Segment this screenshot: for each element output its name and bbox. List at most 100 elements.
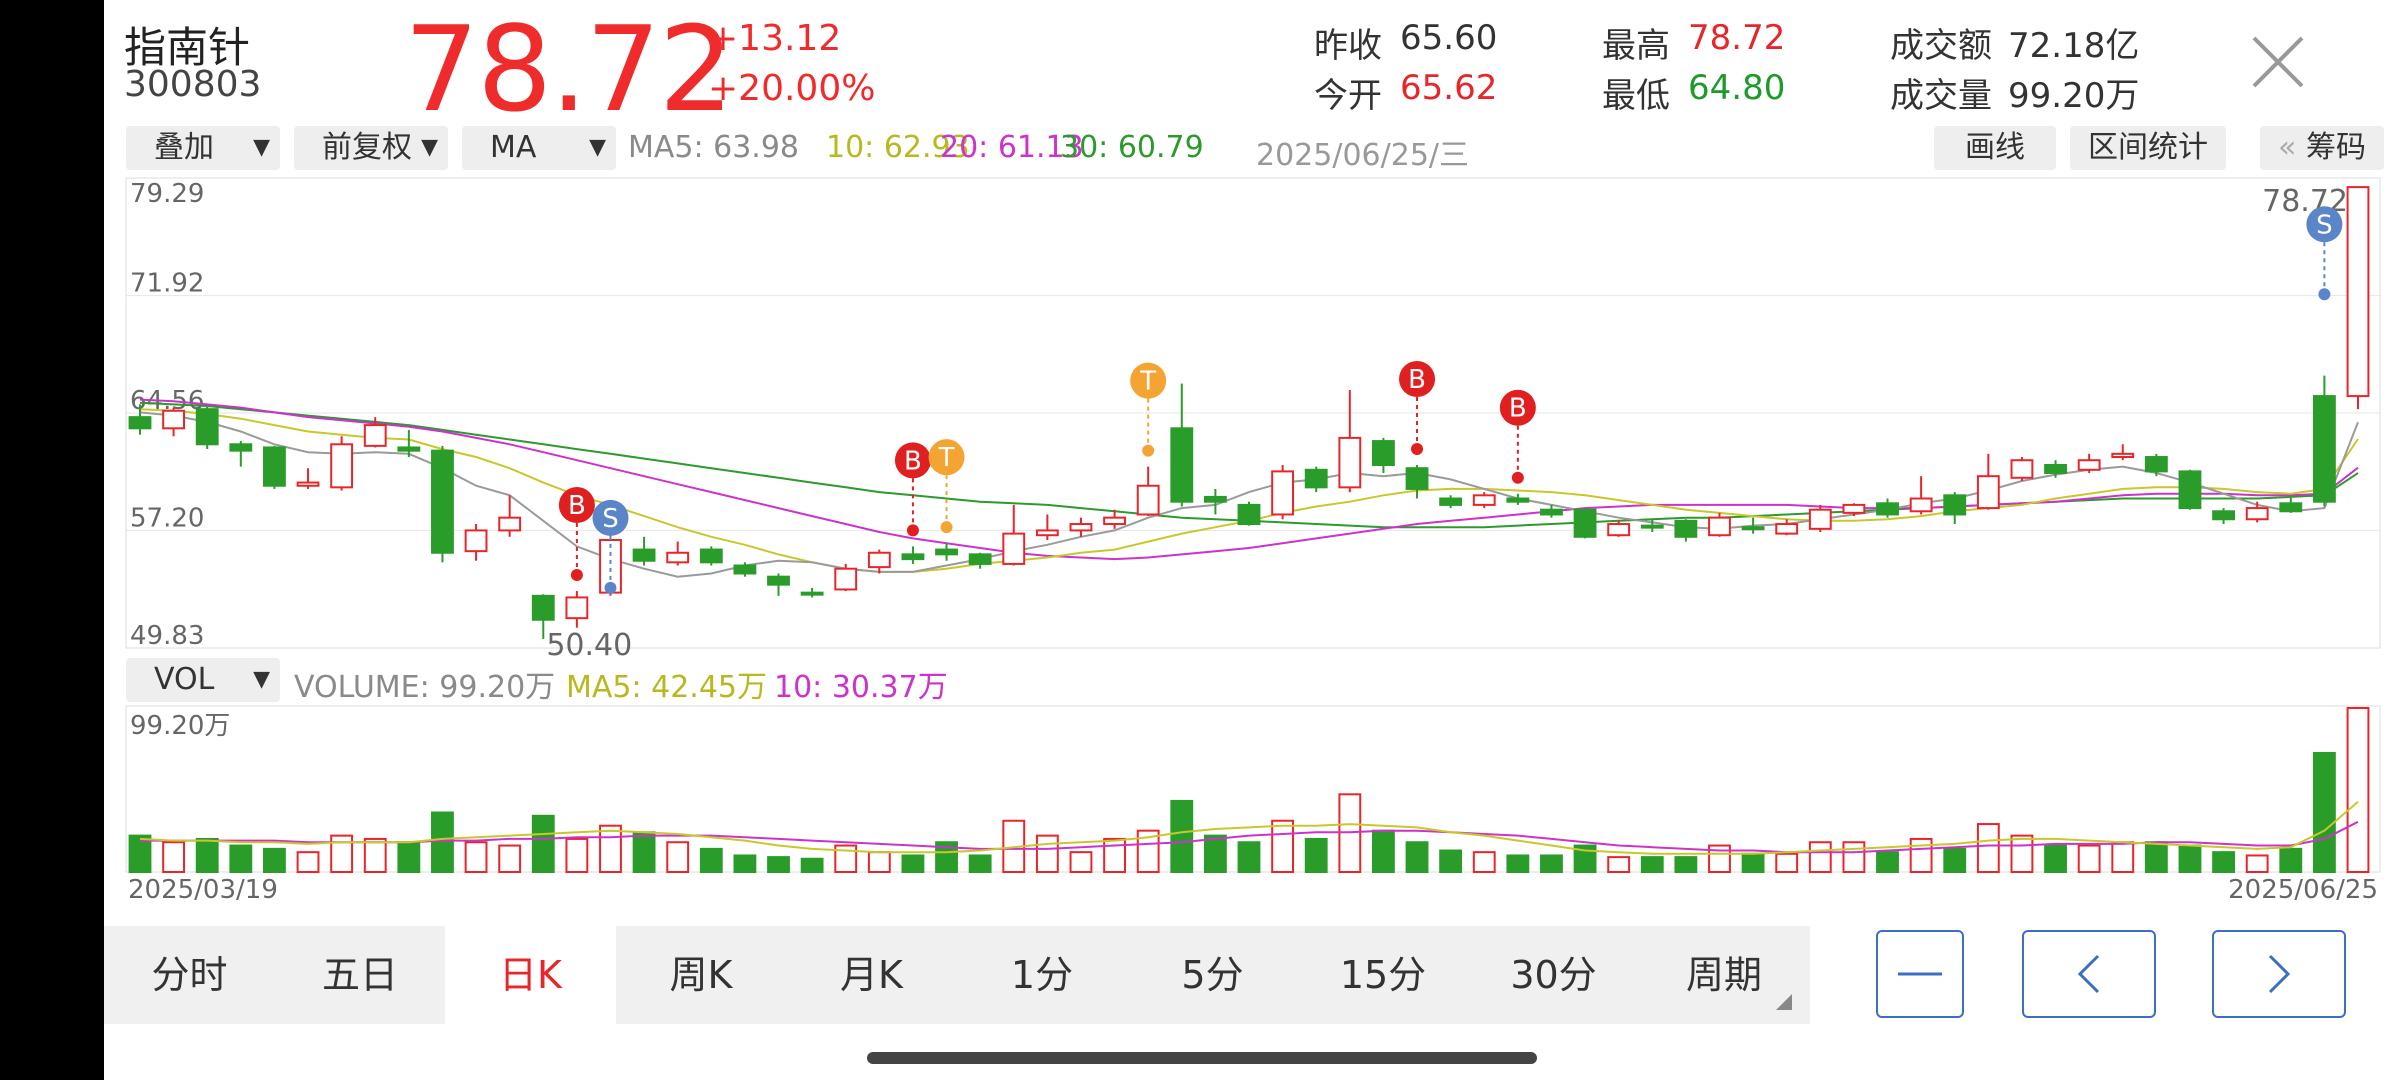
indicator-dropdown[interactable]: MA ▼ (462, 126, 616, 170)
volume-bar (1909, 837, 1933, 874)
candle-body (733, 564, 757, 575)
range-stats-button[interactable]: 区间统计 (2070, 126, 2226, 170)
signal-dot (906, 524, 919, 537)
close-icon[interactable] (2246, 30, 2310, 94)
volume-bar (1607, 856, 1631, 874)
candle-body (1338, 436, 1362, 489)
tab-3[interactable]: 日K (445, 926, 616, 1024)
signal-dot (940, 521, 953, 534)
amount-label: 成交额 (1890, 26, 1992, 66)
volume-bar (800, 857, 824, 873)
volume-bar (1170, 799, 1194, 874)
volume-bar (2044, 844, 2067, 874)
candle-body (1405, 467, 1429, 490)
candle-body (901, 553, 925, 561)
tab-5[interactable]: 月K (786, 926, 957, 1024)
candle-body (1271, 470, 1295, 516)
volume-bar (699, 847, 723, 874)
candle-body (1035, 529, 1059, 537)
volume-bar (162, 841, 186, 874)
volume-bar (834, 844, 858, 874)
candle-body (431, 449, 454, 554)
volume-bar (498, 844, 522, 874)
signal-t-icon (928, 439, 965, 476)
volume-bar (2212, 851, 2235, 874)
volume-bar (733, 854, 757, 873)
signal-b-icon (894, 442, 931, 479)
candle-body (968, 553, 992, 565)
volume-bar (968, 854, 992, 873)
adjust-dropdown[interactable]: 前复权 ▼ (294, 126, 448, 170)
low-label: 最低 (1602, 76, 1670, 116)
tab-4[interactable]: 周K (615, 926, 787, 1024)
candle-body (1909, 497, 1933, 513)
price-change-percent: +20.00% (708, 68, 876, 109)
signal-t-icon (1130, 362, 1167, 399)
candle-body (464, 529, 488, 553)
volume-bar (1674, 856, 1698, 874)
vol-indicator-label: VOL (154, 662, 215, 697)
tab-7[interactable]: 5分 (1127, 926, 1298, 1024)
volume-top-label: 99.20万 (130, 711, 230, 741)
tab-6[interactable]: 1分 (956, 926, 1128, 1024)
high-label: 最高 (1602, 26, 1670, 66)
prev-button[interactable] (2022, 930, 2156, 1018)
open-label: 今开 (1314, 76, 1382, 116)
low-price-label: 50.40 (546, 628, 632, 663)
tab-9[interactable]: 30分 (1468, 926, 1639, 1024)
amount-value: 72.18亿 (2008, 26, 2140, 66)
candle-body (1304, 468, 1328, 489)
next-button[interactable] (2212, 930, 2346, 1018)
signal-label: S (2316, 210, 2333, 240)
candle-body (363, 424, 387, 447)
price-change: +13.12 (708, 18, 842, 59)
tab-2[interactable]: 五日 (274, 926, 446, 1024)
volume-bar (1540, 854, 1563, 873)
draw-line-button[interactable]: 画线 (1934, 126, 2056, 170)
candle-body (229, 443, 253, 452)
candle-body (1203, 495, 1227, 503)
volume-bar (2279, 847, 2303, 874)
volume-bar (1439, 849, 1463, 873)
prev-close-value: 65.60 (1400, 18, 1498, 58)
dropdown-arrow-icon: ▼ (253, 135, 270, 160)
signal-label: S (602, 504, 619, 534)
chips-button[interactable]: « 筹码 (2260, 126, 2384, 170)
current-date: 2025/06/25/三 (1256, 138, 1470, 173)
candle-body (1943, 494, 1967, 516)
candle-body (128, 416, 152, 430)
candle-body (1103, 516, 1126, 526)
zoom-out-button[interactable] (1876, 930, 1964, 1018)
volume-ma5-line (139, 801, 2359, 855)
volume-bar (1842, 841, 1866, 874)
candle-body (2144, 456, 2168, 473)
ma10-legend: 10: 62.93 (826, 130, 970, 165)
overlay-dropdown[interactable]: 叠加 ▼ (126, 126, 280, 170)
volume-bar (1136, 829, 1160, 874)
signal-dot (604, 581, 617, 594)
y-tick-label: 79.29 (130, 179, 204, 209)
dropdown-arrow-icon: ▼ (589, 135, 606, 160)
ma5-legend: MA5: 63.98 (628, 130, 800, 165)
tab-1[interactable]: 分时 (104, 926, 275, 1024)
tab-8[interactable]: 15分 (1297, 926, 1469, 1024)
minus-icon (1898, 972, 1942, 976)
chevron-right-icon (2268, 954, 2291, 994)
volume-bar (2144, 841, 2168, 874)
candle-body (1170, 427, 1194, 503)
volume-bar (1775, 852, 1799, 873)
candle-body (1775, 523, 1799, 535)
adjust-label: 前复权 (322, 130, 412, 165)
candle-body (2111, 452, 2135, 459)
volume-label: 成交量 (1890, 76, 1992, 116)
volume-bar (666, 841, 690, 874)
volume-bar (464, 841, 488, 874)
candle-body (263, 446, 286, 487)
signal-label: B (904, 446, 922, 476)
volume-bar (1237, 841, 1261, 874)
volume-bar (935, 841, 958, 874)
indicator-label: MA (490, 130, 537, 165)
candle-body (767, 575, 790, 586)
vol-indicator-dropdown[interactable]: VOL ▼ (126, 658, 280, 702)
